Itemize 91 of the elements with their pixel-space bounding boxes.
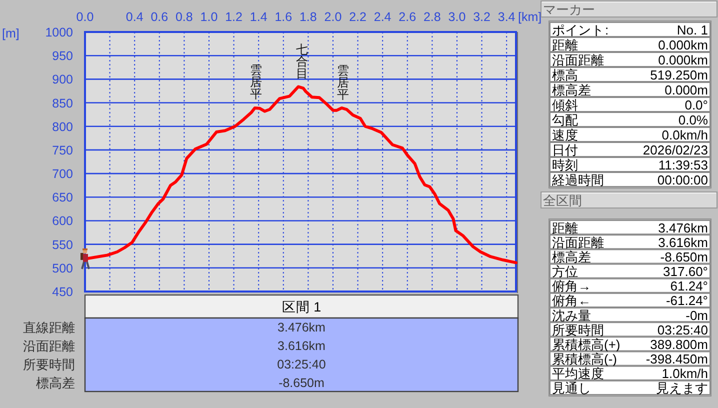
y-tick-label: 750 [52, 143, 74, 158]
category-label: 標高差 [552, 249, 591, 264]
y-tick-label: 1000 [45, 26, 74, 40]
text: 3.616km [658, 234, 708, 250]
text: 317.60° [663, 264, 708, 280]
category-label: 平均速度 [552, 366, 604, 382]
category-label: 方位 [552, 264, 578, 280]
text: -398.450m [646, 352, 708, 367]
x-tick-label: 3.0 [448, 10, 466, 24]
text: 03:25:40 [657, 322, 708, 338]
text: 0.0% [678, 112, 708, 128]
category-label: 標高 [552, 68, 578, 82]
text: 0.0° [684, 98, 708, 112]
text: -0m [686, 308, 708, 323]
y-tick-label: 850 [52, 96, 74, 110]
x-tick-label: 3.2 [473, 10, 491, 24]
x-tick-label: 2.2 [349, 10, 367, 24]
category-label: 累積標高(-) [552, 352, 617, 367]
text: 全区間 [543, 193, 582, 208]
category-label: 時刻 [552, 158, 578, 172]
y-tick-label: 650 [52, 190, 74, 205]
category-label: 所要時間 [23, 356, 75, 372]
y-tick-label: 450 [52, 285, 74, 299]
text: 3.476km [278, 320, 326, 335]
text: マーカー [543, 2, 595, 17]
category-label: 日付 [552, 142, 578, 158]
text: 1.0km/h [662, 366, 708, 382]
text: : [605, 22, 609, 38]
x-tick-label: 1.8 [299, 10, 317, 24]
annotation: 七合目 [296, 42, 308, 81]
x-tick-label: 0.0 [76, 10, 94, 24]
x-axis-title: [km] [518, 10, 542, 24]
category-label: ポイント [552, 22, 604, 38]
text: 見えます [656, 380, 708, 396]
category-label: 標高差 [552, 82, 591, 98]
text: No. 1 [676, 22, 708, 38]
category-label: 俯角← [552, 293, 591, 308]
text: 3.616km [278, 339, 326, 354]
x-tick-label: 1.0 [200, 10, 218, 24]
category-label: 俯角→ [552, 278, 591, 294]
category-label: 沈み量 [552, 308, 591, 323]
text: 2026/02/23 [642, 142, 708, 158]
category-label: 距離 [552, 220, 578, 236]
x-tick-label: 2.0 [324, 10, 342, 24]
y-axis-title: [m] [2, 26, 20, 40]
category-label: 標高差 [36, 375, 75, 390]
x-tick-label: 3.4 [498, 10, 516, 24]
text: -8.650m [278, 376, 324, 390]
x-tick-label: 2.8 [423, 10, 441, 24]
category-label: 経過時間 [551, 172, 604, 188]
x-tick-label: 2.4 [374, 10, 392, 24]
text: 0.000m [664, 82, 708, 98]
x-tick-label: 0.8 [176, 10, 193, 24]
y-tick-label: 700 [52, 167, 74, 182]
x-tick-label: 0.4 [126, 10, 144, 24]
text: -8.650m [660, 249, 708, 264]
text: 61.24° [670, 278, 708, 294]
text: 3.476km [658, 220, 708, 236]
text: 0.0km/h [662, 128, 708, 142]
text: 11:39:53 [658, 158, 708, 172]
category-label: 直線距離 [23, 320, 75, 336]
y-tick-label: 800 [52, 120, 74, 134]
y-tick-label: 600 [52, 214, 74, 228]
category-label: 所要時間 [552, 322, 604, 338]
annotation: 雲居平 [336, 63, 349, 102]
y-tick-label: 550 [52, 238, 74, 252]
y-tick-label: 500 [52, 261, 74, 276]
category-label: 沿面距離 [552, 234, 604, 250]
category-label: 傾斜 [552, 98, 578, 112]
x-tick-label: 1.6 [274, 10, 292, 24]
text: 389.800m [650, 336, 708, 352]
x-tick-label: 0.6 [150, 10, 168, 24]
y-tick-label: 950 [52, 49, 74, 64]
x-tick-label: 2.6 [398, 10, 416, 24]
category-label: 累積標高(+) [552, 336, 620, 352]
category-label: 見通し [552, 380, 591, 396]
y-tick-label: 900 [52, 72, 74, 87]
category-label: 沿面距離 [23, 338, 75, 354]
x-tick-label: 1.2 [225, 10, 243, 24]
x-tick-label: 1.4 [250, 10, 268, 24]
text: 03:25:40 [277, 357, 326, 372]
category-label: 勾配 [552, 112, 578, 128]
text: 0.000km [658, 52, 708, 68]
category-label: 沿面距離 [552, 52, 604, 68]
text: 519.250m [650, 68, 708, 82]
category-label: 速度 [552, 128, 578, 142]
text: 00:00:00 [657, 172, 708, 188]
text: -61.24° [666, 293, 708, 308]
text: 区間 1 [282, 300, 322, 314]
text: 0.000km [658, 38, 708, 52]
category-label: 距離 [552, 38, 578, 52]
